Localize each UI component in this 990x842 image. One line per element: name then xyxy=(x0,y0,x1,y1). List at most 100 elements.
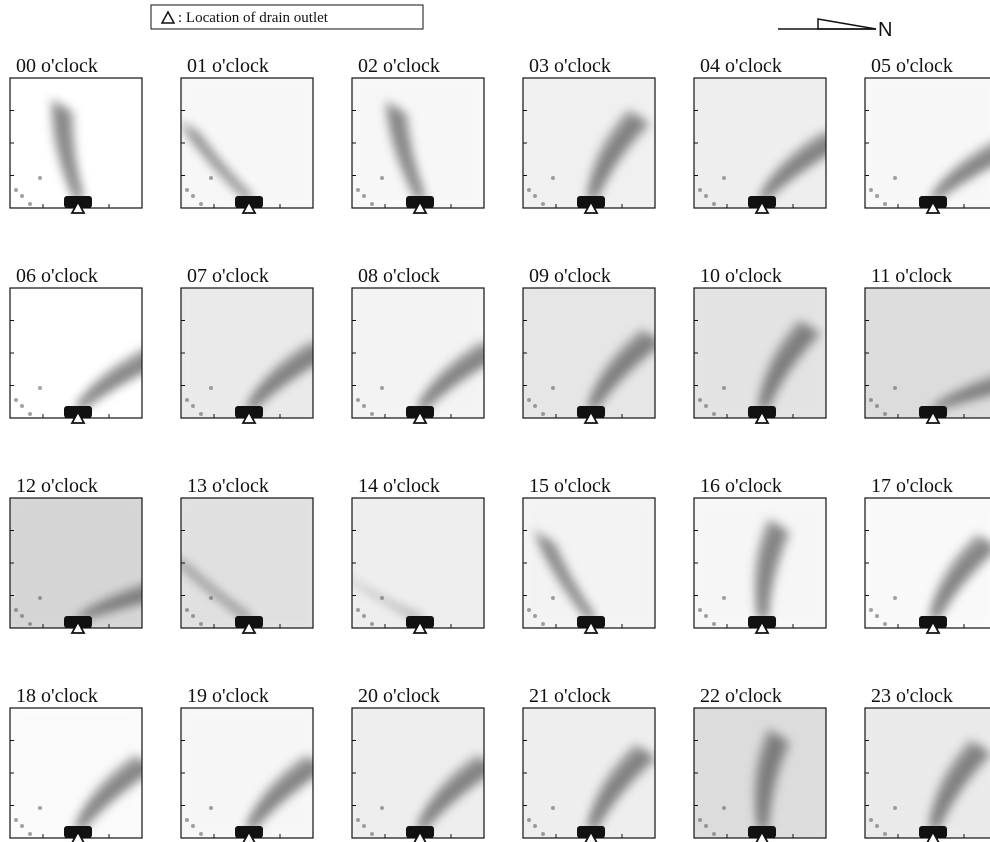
panel-label: 11 o'clock xyxy=(871,265,952,287)
speck xyxy=(893,806,897,810)
speck xyxy=(28,832,32,836)
speck xyxy=(199,202,203,206)
panel-label: 15 o'clock xyxy=(529,475,611,497)
panel-image xyxy=(503,478,675,648)
speck xyxy=(704,824,708,828)
speck xyxy=(875,194,879,198)
panel: 23 o'clock xyxy=(845,685,990,842)
speck xyxy=(527,608,531,612)
speck xyxy=(883,622,887,626)
speck xyxy=(191,824,195,828)
panel: 17 o'clock xyxy=(845,475,990,648)
panel: 05 o'clock xyxy=(845,55,990,228)
speck xyxy=(722,386,726,390)
speck xyxy=(14,188,18,192)
speck xyxy=(712,202,716,206)
speck xyxy=(209,386,213,390)
panel: 06 o'clock xyxy=(0,265,168,438)
speck xyxy=(712,832,716,836)
speck xyxy=(875,614,879,618)
speck xyxy=(527,188,531,192)
speck xyxy=(533,614,537,618)
panel-label: 01 o'clock xyxy=(187,55,269,77)
panel-image xyxy=(503,268,675,438)
panel-label: 14 o'clock xyxy=(358,475,440,497)
speck xyxy=(20,404,24,408)
panel-image xyxy=(674,58,847,228)
speck xyxy=(356,608,360,612)
speck xyxy=(38,386,42,390)
panel: 20 o'clock xyxy=(332,685,504,842)
panel: 10 o'clock xyxy=(674,265,846,438)
speck xyxy=(191,194,195,198)
speck xyxy=(38,806,42,810)
speck xyxy=(380,596,384,600)
speck xyxy=(722,176,726,180)
speck xyxy=(869,398,873,402)
speck xyxy=(698,188,702,192)
speck xyxy=(209,596,213,600)
speck xyxy=(185,818,189,822)
panel-label: 23 o'clock xyxy=(871,685,953,707)
speck xyxy=(28,412,32,416)
panel-image xyxy=(0,58,162,228)
speck xyxy=(362,194,366,198)
panel-image xyxy=(845,688,990,842)
panel: 15 o'clock xyxy=(503,475,675,648)
panel-image xyxy=(161,268,334,438)
legend: : Location of drain outlet xyxy=(151,5,423,29)
panel-label: 20 o'clock xyxy=(358,685,440,707)
panel-label: 08 o'clock xyxy=(358,265,440,287)
speck xyxy=(527,398,531,402)
panel-image xyxy=(674,478,846,648)
speck xyxy=(883,832,887,836)
panel-label: 09 o'clock xyxy=(529,265,611,287)
panel-label: 13 o'clock xyxy=(187,475,269,497)
panel-label: 16 o'clock xyxy=(700,475,782,497)
panel: 13 o'clock xyxy=(161,475,333,648)
speck xyxy=(370,412,374,416)
speck xyxy=(704,194,708,198)
speck xyxy=(362,614,366,618)
speck xyxy=(551,806,555,810)
panel-image xyxy=(503,58,675,228)
speck xyxy=(380,386,384,390)
speck xyxy=(356,818,360,822)
panel-label: 06 o'clock xyxy=(16,265,98,287)
panel: 00 o'clock xyxy=(0,55,162,228)
speck xyxy=(356,398,360,402)
speck xyxy=(356,188,360,192)
panel: 14 o'clock xyxy=(328,475,504,648)
panel-label: 03 o'clock xyxy=(529,55,611,77)
page: {"legend": {"text": ": Location of drain… xyxy=(0,0,990,842)
speck xyxy=(370,622,374,626)
speck xyxy=(209,806,213,810)
panel-image xyxy=(161,478,333,648)
speck xyxy=(551,386,555,390)
panel-label: 21 o'clock xyxy=(529,685,611,707)
speck xyxy=(869,608,873,612)
speck xyxy=(722,596,726,600)
panel-label: 00 o'clock xyxy=(16,55,98,77)
panel: 12 o'clock xyxy=(0,475,179,648)
speck xyxy=(875,824,879,828)
speck xyxy=(199,832,203,836)
speck xyxy=(541,202,545,206)
speck xyxy=(541,412,545,416)
speck xyxy=(20,824,24,828)
panel-label: 12 o'clock xyxy=(16,475,98,497)
speck xyxy=(722,806,726,810)
speck xyxy=(541,622,545,626)
panel: 02 o'clock xyxy=(332,55,504,228)
panel-image xyxy=(332,268,505,438)
speck xyxy=(209,176,213,180)
panel-image xyxy=(0,688,162,842)
panel-image xyxy=(674,688,846,842)
speck xyxy=(191,404,195,408)
speck xyxy=(191,614,195,618)
panel-image xyxy=(0,478,179,648)
speck xyxy=(380,806,384,810)
speck xyxy=(893,386,897,390)
speck xyxy=(893,596,897,600)
panel: 08 o'clock xyxy=(332,265,505,438)
